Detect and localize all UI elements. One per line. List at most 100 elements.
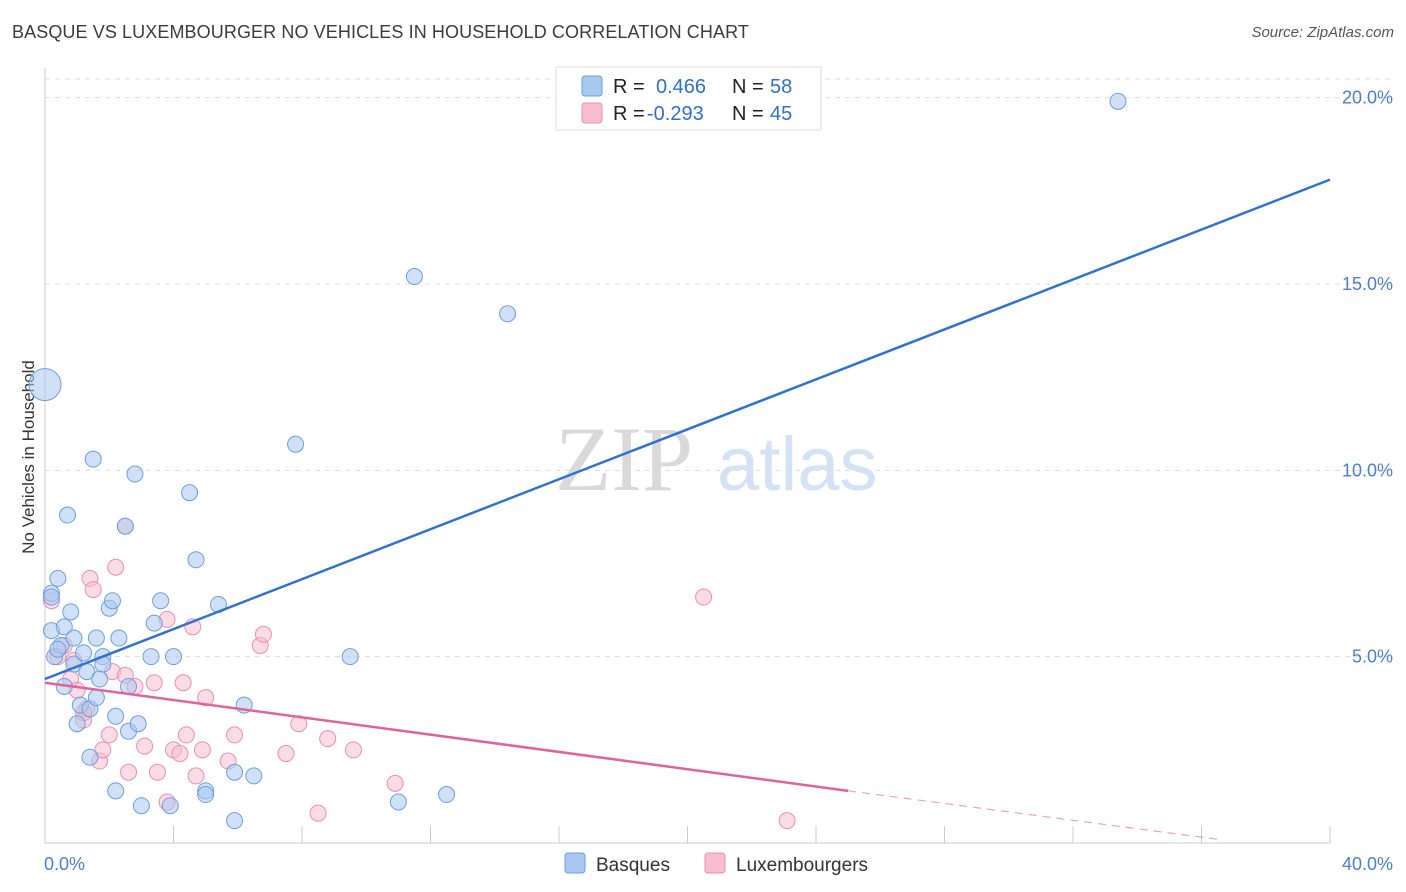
legend-n-label-luxembourgers: N = bbox=[732, 103, 764, 125]
basque-point bbox=[405, 268, 423, 286]
x-tick-labels: 0.0% 40.0% bbox=[44, 854, 1393, 874]
bottom-legend-swatch-basques bbox=[564, 852, 586, 874]
basque-point bbox=[81, 748, 99, 766]
trendlines bbox=[44, 178, 1331, 840]
y-tick-label: 15.0% bbox=[1342, 274, 1393, 294]
basque-point bbox=[107, 707, 125, 725]
luxembourger-point bbox=[100, 726, 118, 744]
basque-point bbox=[65, 629, 83, 647]
basque-point bbox=[161, 797, 179, 815]
y-tick-label: 5.0% bbox=[1352, 647, 1393, 667]
luxembourger-point bbox=[187, 767, 205, 785]
basque-point bbox=[142, 648, 160, 666]
basque-point bbox=[58, 506, 76, 524]
luxembourger-point bbox=[197, 689, 215, 707]
basque-point bbox=[287, 435, 305, 453]
luxembourger-point bbox=[344, 741, 362, 759]
y-axis-label: No Vehicles in Household bbox=[19, 360, 38, 554]
basque-point bbox=[129, 715, 147, 733]
basque-point bbox=[1109, 92, 1127, 110]
basque-point bbox=[341, 648, 359, 666]
luxembourger-point bbox=[84, 581, 102, 599]
luxembourger-point bbox=[695, 588, 713, 606]
luxembourgers-trendline-extension bbox=[848, 790, 1218, 840]
basque-point bbox=[145, 614, 163, 632]
luxembourger-point bbox=[171, 745, 189, 763]
luxembourger-point bbox=[226, 726, 244, 744]
legend-n-value-luxembourgers: 45 bbox=[770, 103, 792, 125]
basque-point bbox=[116, 517, 134, 535]
legend-swatch-luxembourgers bbox=[581, 102, 603, 124]
basque-point bbox=[103, 592, 121, 610]
x-tick-label: 0.0% bbox=[44, 854, 85, 874]
basque-point bbox=[226, 763, 244, 781]
basque-point bbox=[62, 603, 80, 621]
basque-point bbox=[68, 715, 86, 733]
legend-r-label-luxembourgers: R = bbox=[613, 103, 645, 125]
basques-points bbox=[28, 92, 1127, 830]
legend-n-value-basques: 58 bbox=[770, 76, 792, 98]
luxembourger-point bbox=[148, 763, 166, 781]
basque-point bbox=[197, 786, 215, 804]
luxembourger-point bbox=[319, 730, 337, 748]
series-legend: Basques Luxembourgers bbox=[564, 852, 868, 876]
basque-point bbox=[245, 767, 263, 785]
basque-point bbox=[152, 592, 170, 610]
basques-trendline bbox=[44, 178, 1331, 681]
basque-point bbox=[55, 618, 73, 636]
basque-point bbox=[49, 569, 67, 587]
basque-point bbox=[110, 629, 128, 647]
luxembourger-point bbox=[107, 558, 125, 576]
chart-source: Source: ZipAtlas.com bbox=[1251, 24, 1394, 41]
bottom-legend-swatch-luxembourgers bbox=[704, 852, 726, 874]
y-tick-label: 10.0% bbox=[1342, 460, 1393, 480]
luxembourger-point bbox=[778, 812, 796, 830]
luxembourger-point bbox=[145, 674, 163, 692]
basque-point bbox=[181, 484, 199, 502]
luxembourger-point bbox=[277, 745, 295, 763]
luxembourger-point bbox=[386, 774, 404, 792]
basque-point bbox=[107, 782, 125, 800]
axes bbox=[44, 68, 1331, 844]
basque-point bbox=[226, 812, 244, 830]
watermark-atlas: atlas bbox=[717, 422, 878, 507]
x-tick-label: 40.0% bbox=[1342, 854, 1393, 874]
luxembourgers-points bbox=[42, 517, 796, 830]
basque-point bbox=[75, 644, 93, 662]
correlation-legend: R = 0.466 N = 58 R = -0.293 N = 45 bbox=[555, 66, 822, 131]
legend-r-value-basques: 0.466 bbox=[656, 76, 706, 98]
basque-point bbox=[126, 465, 144, 483]
y-tick-label: 20.0% bbox=[1342, 88, 1393, 108]
basque-point bbox=[165, 648, 182, 666]
legend-swatch-basques bbox=[581, 75, 603, 97]
basque-point bbox=[499, 305, 517, 323]
basque-point bbox=[187, 551, 205, 569]
gridlines bbox=[45, 78, 1395, 658]
luxembourger-point bbox=[136, 737, 154, 755]
basque-point bbox=[389, 793, 407, 811]
chart-title: BASQUE VS LUXEMBOURGER NO VEHICLES IN HO… bbox=[12, 22, 749, 42]
bottom-legend-label-basques: Basques bbox=[596, 855, 670, 876]
luxembourger-point bbox=[174, 674, 192, 692]
basque-point bbox=[49, 640, 67, 658]
luxembourger-point bbox=[177, 726, 195, 744]
basque-point bbox=[132, 797, 150, 815]
luxembourger-point bbox=[309, 804, 327, 822]
watermark-zip: ZIP bbox=[555, 408, 693, 510]
legend-r-label-basques: R = bbox=[613, 76, 645, 98]
luxembourgers-trendline bbox=[44, 681, 849, 793]
legend-r-value-luxembourgers: -0.293 bbox=[647, 103, 704, 125]
luxembourger-point bbox=[193, 741, 211, 759]
bottom-legend-label-luxembourgers: Luxembourgers bbox=[736, 855, 868, 876]
basque-point bbox=[28, 368, 62, 402]
y-tick-labels: 5.0% 10.0% 15.0% 20.0% bbox=[1342, 88, 1393, 667]
legend-n-label-basques: N = bbox=[732, 76, 764, 98]
basque-point bbox=[42, 588, 60, 606]
luxembourger-point bbox=[94, 741, 112, 759]
basque-point bbox=[84, 450, 102, 468]
luxembourger-point bbox=[120, 763, 138, 781]
basque-point bbox=[87, 689, 105, 707]
basque-point bbox=[438, 786, 456, 804]
luxembourger-point bbox=[254, 625, 272, 643]
